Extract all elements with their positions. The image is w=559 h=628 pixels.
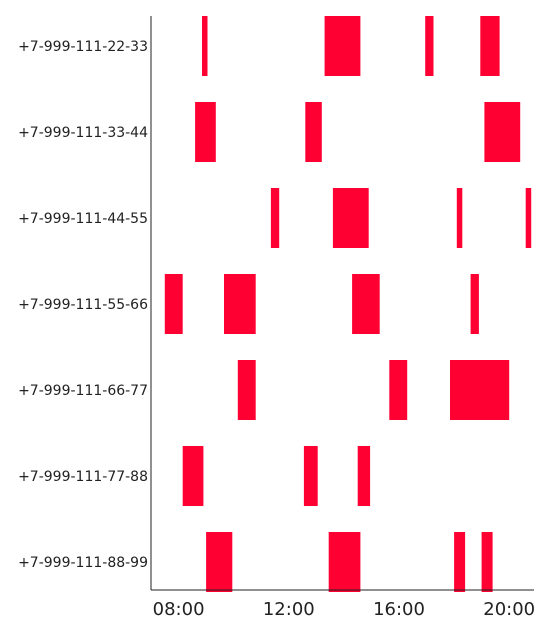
interval-bar xyxy=(328,532,361,592)
interval-bar xyxy=(332,188,369,248)
row-label: +7-999-111-44-55 xyxy=(18,211,148,227)
row-label: +7-999-111-88-99 xyxy=(18,555,148,571)
interval-bar xyxy=(237,360,256,420)
bars-layer xyxy=(164,16,532,592)
interval-bar xyxy=(425,16,434,76)
interval-bar xyxy=(164,274,183,334)
interval-bar xyxy=(224,274,256,334)
interval-bar xyxy=(450,360,510,420)
interval-bar xyxy=(352,274,380,334)
interval-bar xyxy=(484,102,521,162)
row-labels: +7-999-111-22-33 +7-999-111-33-44 +7-999-1… xyxy=(18,39,148,571)
x-tick-labels: 08:00 12:00 16:00 20:00 xyxy=(153,599,535,620)
interval-bar xyxy=(456,188,463,248)
interval-bar xyxy=(303,446,318,506)
interval-bar xyxy=(525,188,532,248)
interval-bar xyxy=(206,532,233,592)
x-tick-label: 16:00 xyxy=(373,599,425,620)
interval-bar xyxy=(202,16,208,76)
interval-bar xyxy=(357,446,371,506)
x-tick-label: 20:00 xyxy=(483,599,535,620)
interval-bar xyxy=(481,532,493,592)
row-label: +7-999-111-22-33 xyxy=(18,39,148,55)
row-label: +7-999-111-55-66 xyxy=(18,297,148,313)
interval-bar xyxy=(480,16,500,76)
row-label: +7-999-111-33-44 xyxy=(18,125,148,141)
row-label: +7-999-111-66-77 xyxy=(18,383,148,399)
interval-bar xyxy=(270,188,280,248)
row-label: +7-999-111-77-88 xyxy=(18,469,148,485)
x-tick-label: 12:00 xyxy=(263,599,315,620)
interval-bar xyxy=(470,274,479,334)
interval-bar xyxy=(324,16,361,76)
interval-bar xyxy=(305,102,322,162)
interval-bar xyxy=(454,532,466,592)
interval-bar xyxy=(389,360,408,420)
interval-bar xyxy=(195,102,216,162)
x-tick-label: 08:00 xyxy=(153,599,205,620)
interval-bar xyxy=(182,446,204,506)
